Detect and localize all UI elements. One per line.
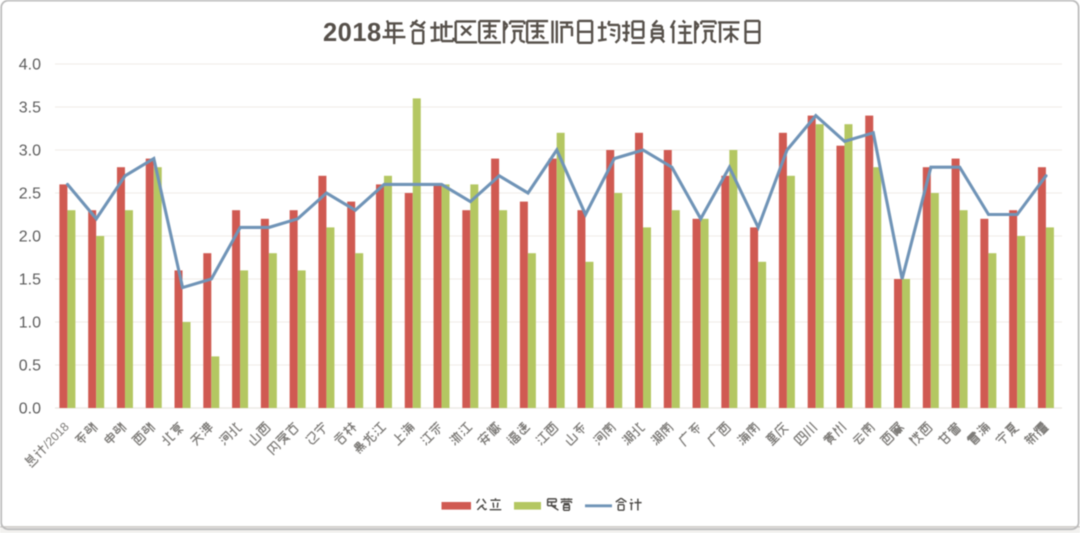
svg-text:1.0: 1.0	[19, 315, 41, 332]
svg-text:0.0: 0.0	[19, 401, 41, 418]
svg-text:3.5: 3.5	[19, 100, 41, 117]
svg-text:0.5: 0.5	[19, 358, 41, 375]
svg-text:2.0: 2.0	[19, 229, 41, 246]
svg-text:2.5: 2.5	[19, 186, 41, 203]
svg-text:4.0: 4.0	[19, 57, 41, 74]
svg-text:1.5: 1.5	[19, 272, 41, 289]
svg-text:2018: 2018	[323, 19, 382, 47]
svg-text:3.0: 3.0	[19, 143, 41, 160]
